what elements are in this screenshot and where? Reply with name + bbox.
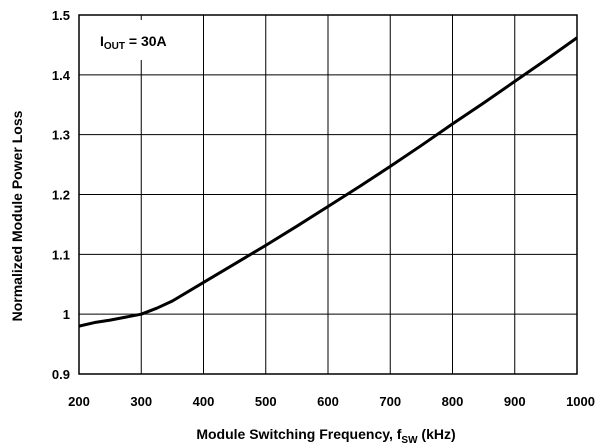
x-tick-label: 600 xyxy=(317,394,339,409)
y-tick-label: 1 xyxy=(63,307,70,322)
y-tick-label: 1.2 xyxy=(52,188,70,203)
annotation-label: IOUT = 30A xyxy=(100,33,167,52)
x-tick-label: 300 xyxy=(130,394,152,409)
annotation-background xyxy=(80,20,202,60)
y-tick-labels: 0.9 1 1.1 1.2 1.3 1.4 1.5 xyxy=(52,8,71,382)
grid-lines xyxy=(78,14,578,375)
plot-frame xyxy=(78,14,578,375)
power-loss-curve xyxy=(78,36,578,328)
y-tick-label: 1.3 xyxy=(52,128,70,143)
annotation-box: IOUT = 30A xyxy=(80,20,202,60)
y-tick-label: 0.9 xyxy=(52,367,70,382)
y-tick-label: 1.4 xyxy=(52,68,71,83)
x-tick-label: 900 xyxy=(504,394,526,409)
x-tick-label: 400 xyxy=(193,394,215,409)
y-tick-label: 1.1 xyxy=(52,247,70,262)
x-tick-label: 700 xyxy=(379,394,401,409)
x-tick-label: 800 xyxy=(442,394,464,409)
x-tick-labels: 200 300 400 500 600 700 800 900 1000 xyxy=(68,394,595,409)
y-axis-title: Normalized Module Power Loss xyxy=(9,110,25,321)
x-tick-label: 500 xyxy=(255,394,277,409)
x-tick-label: 200 xyxy=(68,394,90,409)
y-tick-label: 1.5 xyxy=(52,8,70,23)
x-axis-title: Module Switching Frequency, fSW (kHz) xyxy=(196,426,455,446)
x-tick-label: 1000 xyxy=(566,394,595,409)
